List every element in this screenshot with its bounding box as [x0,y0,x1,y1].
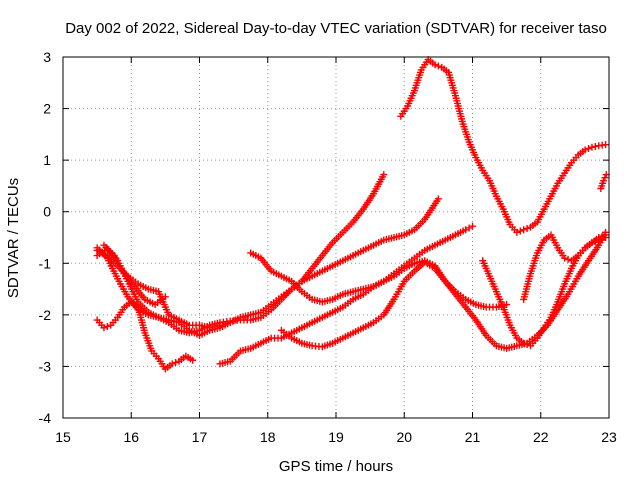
x-tick-label: 18 [260,429,276,445]
ticks [62,56,610,419]
data-point-interp [598,235,606,243]
x-tick-label: 21 [465,429,481,445]
data-point [520,339,528,347]
plot-frame [62,56,610,419]
data-point-interp [523,224,531,232]
data-point-interp [601,174,609,182]
data-point [588,143,596,151]
data-point-interp [591,142,599,150]
data-point [588,239,596,247]
data-point [581,146,589,154]
y-tick-label: 1 [43,152,51,168]
series-arc-3 [93,298,197,373]
data-point [189,356,197,364]
data-point [561,254,569,262]
data-point-interp [103,322,111,330]
series-arc-6 [216,222,476,368]
data-point [100,324,108,332]
data-point [600,177,608,185]
data-point [216,321,224,329]
data-points [93,56,610,373]
data-point [434,195,442,203]
data-point [602,141,610,149]
data-point-interp [172,359,180,367]
data-point [513,228,521,236]
data-point [380,171,388,179]
series-arc-9 [397,56,610,236]
x-tick-label: 19 [328,429,344,445]
series-arc-11 [520,231,610,303]
x-axis-title: GPS time / hours [279,458,393,475]
data-point [469,222,476,230]
x-tick-label: 22 [533,429,549,445]
series-arc-5 [100,241,169,309]
data-point [595,236,603,244]
x-tick-label: 17 [192,429,208,445]
y-tick-label: -3 [39,358,52,374]
data-point [431,61,439,69]
series-arc-12 [597,171,610,193]
data-point-interp [585,145,593,153]
x-tick-label: 23 [601,429,617,445]
y-tick-label: -1 [39,255,52,271]
data-point [168,360,176,368]
y-axis-title: SDTVAR / TECUs [5,178,22,298]
data-point-interp [591,237,599,245]
data-point [520,226,528,234]
x-tick-label: 20 [396,429,412,445]
y-tick-label: 2 [43,101,51,117]
data-point-interp [434,62,442,70]
series-arc-7 [247,249,511,311]
y-tick-label: 3 [43,49,51,65]
data-point-interp [516,227,524,235]
x-tick-label: 15 [55,429,71,445]
data-point [602,234,610,241]
y-tick-label: 0 [43,204,51,220]
y-tick-label: -2 [39,307,52,323]
chart-title: Day 002 of 2022, Sidereal Day-to-day VTE… [65,20,607,37]
y-tick-label: -4 [39,410,52,426]
x-tick-label: 16 [123,429,139,445]
data-point [161,293,169,301]
data-point-interp [523,341,531,349]
